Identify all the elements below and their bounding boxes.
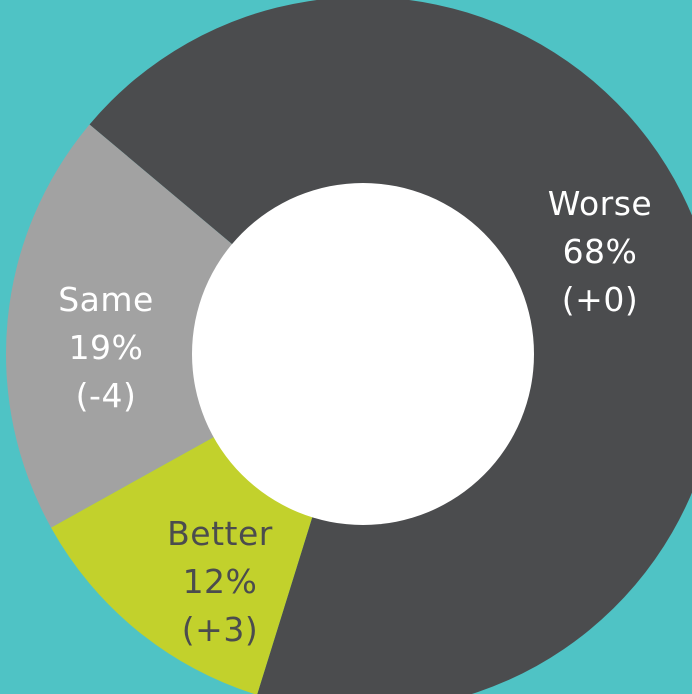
slice-label-worse: Worse 68% (+0) xyxy=(530,180,670,324)
slice-name-same: Same xyxy=(58,280,154,319)
slice-percent-worse: 68% xyxy=(562,232,638,271)
slice-percent-better: 12% xyxy=(182,562,258,601)
slice-label-better: Better 12% (+3) xyxy=(150,510,290,654)
slice-name-worse: Worse xyxy=(547,184,653,223)
slice-percent-same: 19% xyxy=(68,328,144,367)
slice-change-worse: (+0) xyxy=(561,280,639,319)
slice-change-better: (+3) xyxy=(181,610,259,649)
slice-change-same: (-4) xyxy=(75,376,137,415)
slice-label-same: Same 19% (-4) xyxy=(36,276,176,420)
slice-name-better: Better xyxy=(167,514,273,553)
donut-hole xyxy=(192,183,534,525)
slice-same xyxy=(6,124,364,528)
